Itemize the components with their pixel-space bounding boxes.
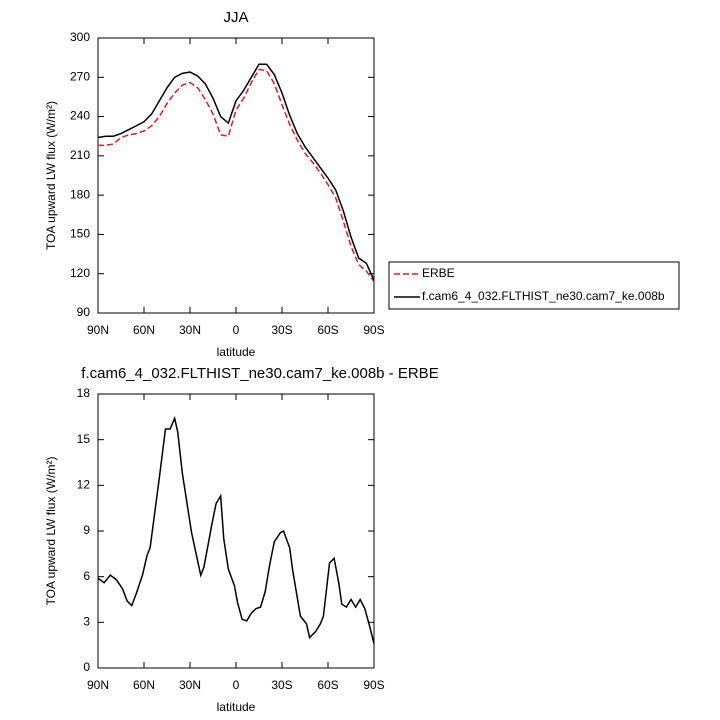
y-tick-label: 210 (70, 148, 90, 162)
y-tick-label: 180 (70, 187, 90, 201)
x-tick-label: 0 (233, 323, 240, 337)
y-tick-label: 90 (77, 305, 91, 319)
x-tick-label: 30S (271, 678, 292, 692)
y-tick-label: 0 (83, 660, 90, 674)
legend-label: ERBE (422, 266, 455, 280)
x-axis-label: latitude (217, 700, 256, 714)
x-axis-label: latitude (217, 345, 256, 359)
y-tick-label: 120 (70, 266, 90, 280)
y-tick-label: 6 (83, 569, 90, 583)
y-tick-label: 3 (83, 615, 90, 629)
chart-title: JJA (223, 9, 248, 26)
y-axis-label: TOA upward LW flux (W/m²) (44, 457, 58, 606)
y-tick-label: 18 (77, 386, 91, 400)
x-tick-label: 60S (317, 323, 338, 337)
y-tick-label: 240 (70, 109, 90, 123)
x-tick-label: 60N (133, 323, 155, 337)
data-line (97, 415, 375, 644)
data-line (98, 68, 375, 283)
x-tick-label: 30S (271, 323, 292, 337)
legend-label: f.cam6_4_032.FLTHIST_ne30.cam7_ke.008b (422, 289, 665, 303)
y-tick-label: 12 (77, 478, 91, 492)
x-tick-label: 90S (363, 323, 384, 337)
x-tick-label: 30N (179, 678, 201, 692)
x-tick-label: 60S (317, 678, 338, 692)
plot-frame (97, 393, 375, 669)
x-tick-label: 90S (363, 678, 384, 692)
x-tick-label: 60N (133, 678, 155, 692)
x-tick-label: 0 (233, 678, 240, 692)
y-tick-label: 15 (77, 432, 91, 446)
legend-box (388, 261, 680, 310)
x-tick-label: 90N (87, 323, 109, 337)
y-tick-label: 9 (83, 523, 90, 537)
y-axis-label: TOA upward LW flux (W/m²) (44, 101, 58, 250)
data-line (97, 63, 375, 281)
chart-title: f.cam6_4_032.FLTHIST_ne30.cam7_ke.008b -… (81, 365, 438, 382)
x-tick-label: 90N (87, 678, 109, 692)
y-tick-label: 300 (70, 30, 90, 44)
y-tick-label: 270 (70, 69, 90, 83)
y-tick-label: 150 (70, 227, 90, 241)
plot-frame (97, 37, 375, 314)
x-tick-label: 30N (179, 323, 201, 337)
